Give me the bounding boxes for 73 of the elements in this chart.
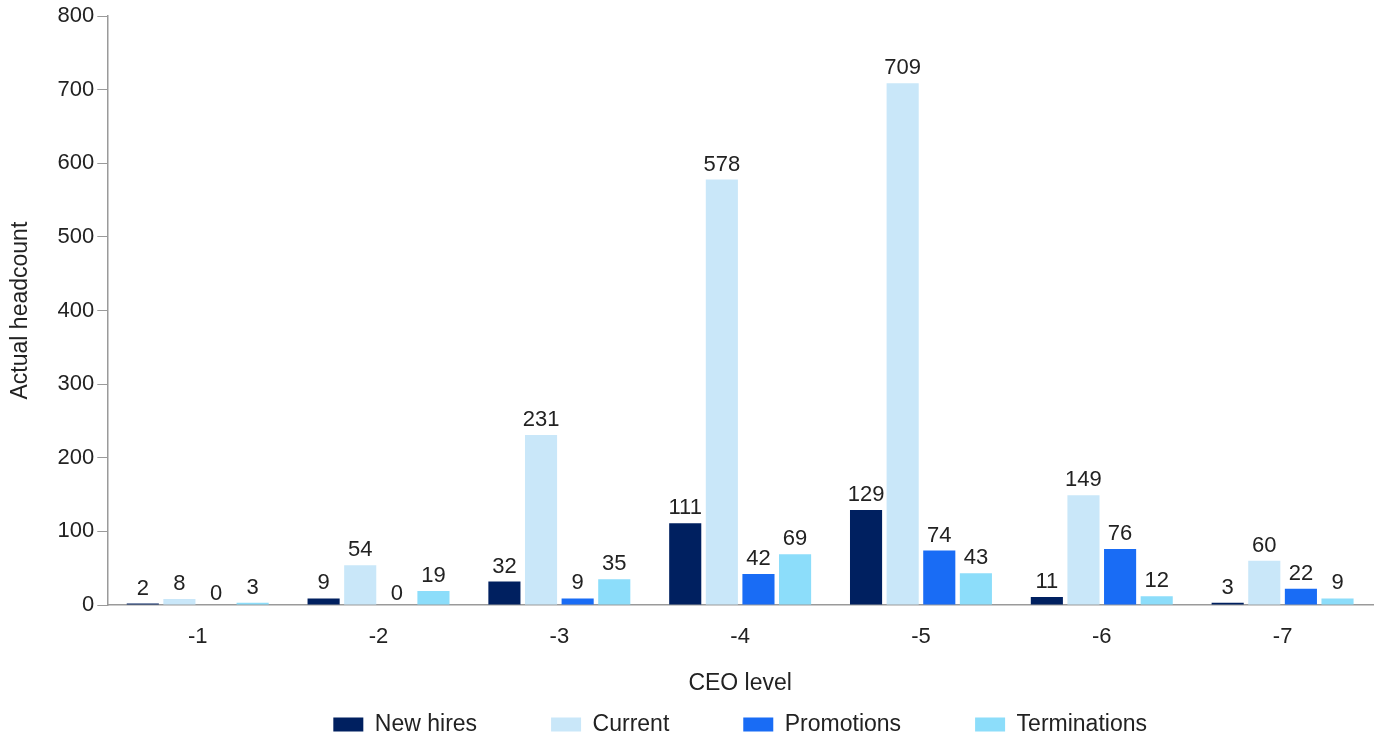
bar (1321, 598, 1354, 605)
data-label: 22 (1288, 559, 1314, 585)
bar (488, 581, 521, 605)
data-label: 578 (703, 150, 741, 176)
data-label: 12 (1144, 567, 1169, 593)
y-tick-label: 500 (57, 223, 95, 249)
bar (344, 565, 377, 605)
bar (669, 523, 702, 605)
bar (1248, 560, 1281, 605)
data-label: 69 (782, 525, 808, 551)
bar (1067, 495, 1100, 605)
data-label: 54 (347, 536, 373, 562)
bar (705, 179, 738, 605)
bar (1140, 596, 1173, 605)
data-label: 9 (317, 569, 330, 595)
data-label: 19 (421, 562, 446, 588)
y-axis-title: Actual headcount (6, 221, 33, 400)
bar (307, 598, 340, 605)
x-axis-title: CEO level (688, 668, 792, 695)
legend-label: Promotions (784, 709, 902, 736)
data-label: 709 (884, 54, 922, 80)
data-label: 0 (209, 580, 223, 606)
x-tick-label: -7 (1272, 623, 1293, 649)
data-label: 9 (571, 569, 584, 595)
bar (1030, 596, 1063, 605)
legend-label: New hires (374, 709, 478, 736)
data-label: 42 (746, 545, 771, 571)
data-label: 60 (1252, 531, 1277, 557)
data-label: 129 (847, 481, 885, 507)
data-label: 43 (963, 544, 989, 570)
bar (923, 550, 956, 605)
x-tick-label: -4 (730, 623, 750, 649)
bar (417, 591, 450, 605)
y-tick-label: 700 (57, 75, 95, 101)
bar (849, 510, 883, 605)
y-tick-label: 400 (57, 296, 95, 322)
data-label: 11 (1035, 567, 1059, 593)
data-label: 3 (246, 573, 259, 599)
x-tick-label: -2 (368, 623, 389, 649)
bar (1104, 549, 1137, 605)
bar (886, 83, 919, 605)
bar (742, 574, 775, 605)
data-label: 111 (668, 494, 702, 520)
bar (959, 573, 992, 605)
y-tick-label: 200 (57, 443, 95, 469)
bar (779, 554, 812, 605)
data-label: 8 (173, 570, 186, 596)
y-tick-label: 0 (82, 591, 95, 617)
data-label: 231 (522, 406, 560, 432)
legend-label: Terminations (1016, 709, 1147, 736)
data-label: 3 (1221, 573, 1234, 599)
y-tick-label: 300 (57, 370, 95, 396)
bar (561, 598, 594, 605)
bar (524, 434, 558, 605)
data-label: 32 (492, 552, 517, 578)
bar (1284, 588, 1317, 605)
x-tick-label: -1 (187, 623, 208, 649)
bar (163, 599, 196, 605)
data-label: 35 (602, 550, 627, 576)
data-label: 2 (136, 574, 149, 600)
data-label: 76 (1107, 520, 1133, 546)
data-label: 9 (1331, 569, 1344, 595)
legend-label: Current (592, 709, 670, 736)
data-label: 0 (390, 580, 403, 606)
data-label: 149 (1065, 466, 1102, 492)
x-tick-label: -3 (549, 623, 570, 649)
x-tick-label: -5 (911, 623, 931, 649)
x-tick-label: -6 (1092, 623, 1112, 649)
data-label: 74 (927, 521, 952, 547)
bar (598, 579, 631, 605)
y-tick-label: 600 (57, 149, 95, 175)
y-tick-label: 100 (57, 517, 95, 543)
y-tick-label: 800 (57, 2, 95, 28)
